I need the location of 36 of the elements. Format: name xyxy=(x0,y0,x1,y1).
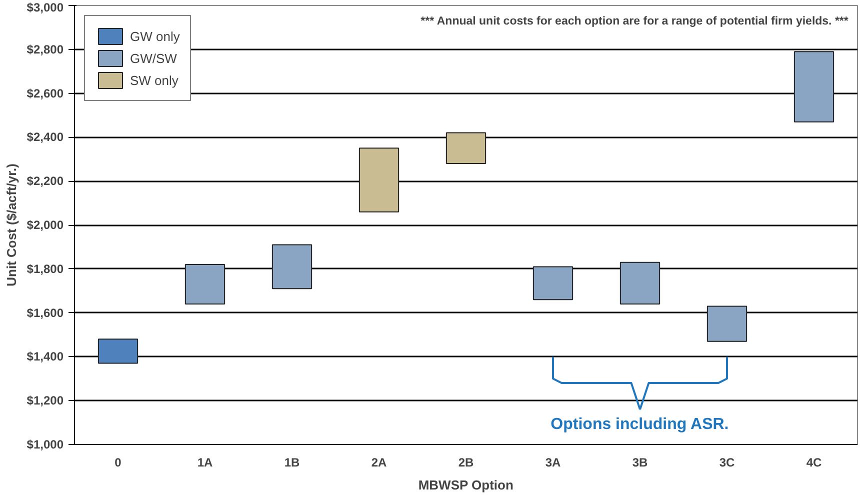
bar xyxy=(98,338,138,364)
x-tick-label: 4C xyxy=(806,456,822,470)
x-tick-label: 2A xyxy=(371,456,388,470)
x-tick-label: 3A xyxy=(545,456,562,470)
x-tick-label: 1A xyxy=(197,456,214,470)
bar xyxy=(620,262,660,305)
x-tick-label: 3C xyxy=(719,456,736,470)
legend-label: GW/SW xyxy=(130,50,177,66)
bar xyxy=(272,244,312,290)
y-tick-label: $1,400 xyxy=(26,350,64,364)
x-tick-label: 1B xyxy=(284,456,300,470)
x-tick-label: 3B xyxy=(632,456,648,470)
x-tick-label: 2B xyxy=(458,456,474,470)
bar xyxy=(532,266,574,300)
x-tick-label: 0 xyxy=(114,456,122,470)
y-tick-label: $2,800 xyxy=(26,42,64,56)
y-tick-label: $2,600 xyxy=(26,86,64,100)
y-tick-label: $1,600 xyxy=(26,306,64,320)
y-axis-title: Unit Cost ($/acft/yr.) xyxy=(4,164,19,286)
legend-label: SW only xyxy=(130,72,178,88)
y-tick-label: $1,800 xyxy=(26,262,64,276)
annotation: *** Annual unit costs for each option are for a range of potential firm yields. *** xyxy=(420,16,849,28)
y-tick-label: $2,000 xyxy=(26,218,64,232)
y-tick-label: $2,400 xyxy=(26,130,64,144)
y-tick-label: $3,000 xyxy=(26,0,64,14)
annotation: Options including ASR. xyxy=(550,416,729,434)
bar xyxy=(184,264,226,305)
bar xyxy=(358,148,400,212)
bar xyxy=(446,132,486,164)
y-tick-label: $2,200 xyxy=(26,174,64,188)
y-tick-label: $1,000 xyxy=(26,438,64,452)
legend-label: GW only xyxy=(130,28,180,44)
bar xyxy=(794,51,834,122)
x-axis-title: MBWSP Option xyxy=(418,478,514,492)
bar xyxy=(706,306,748,342)
y-tick-label: $1,200 xyxy=(26,394,64,408)
